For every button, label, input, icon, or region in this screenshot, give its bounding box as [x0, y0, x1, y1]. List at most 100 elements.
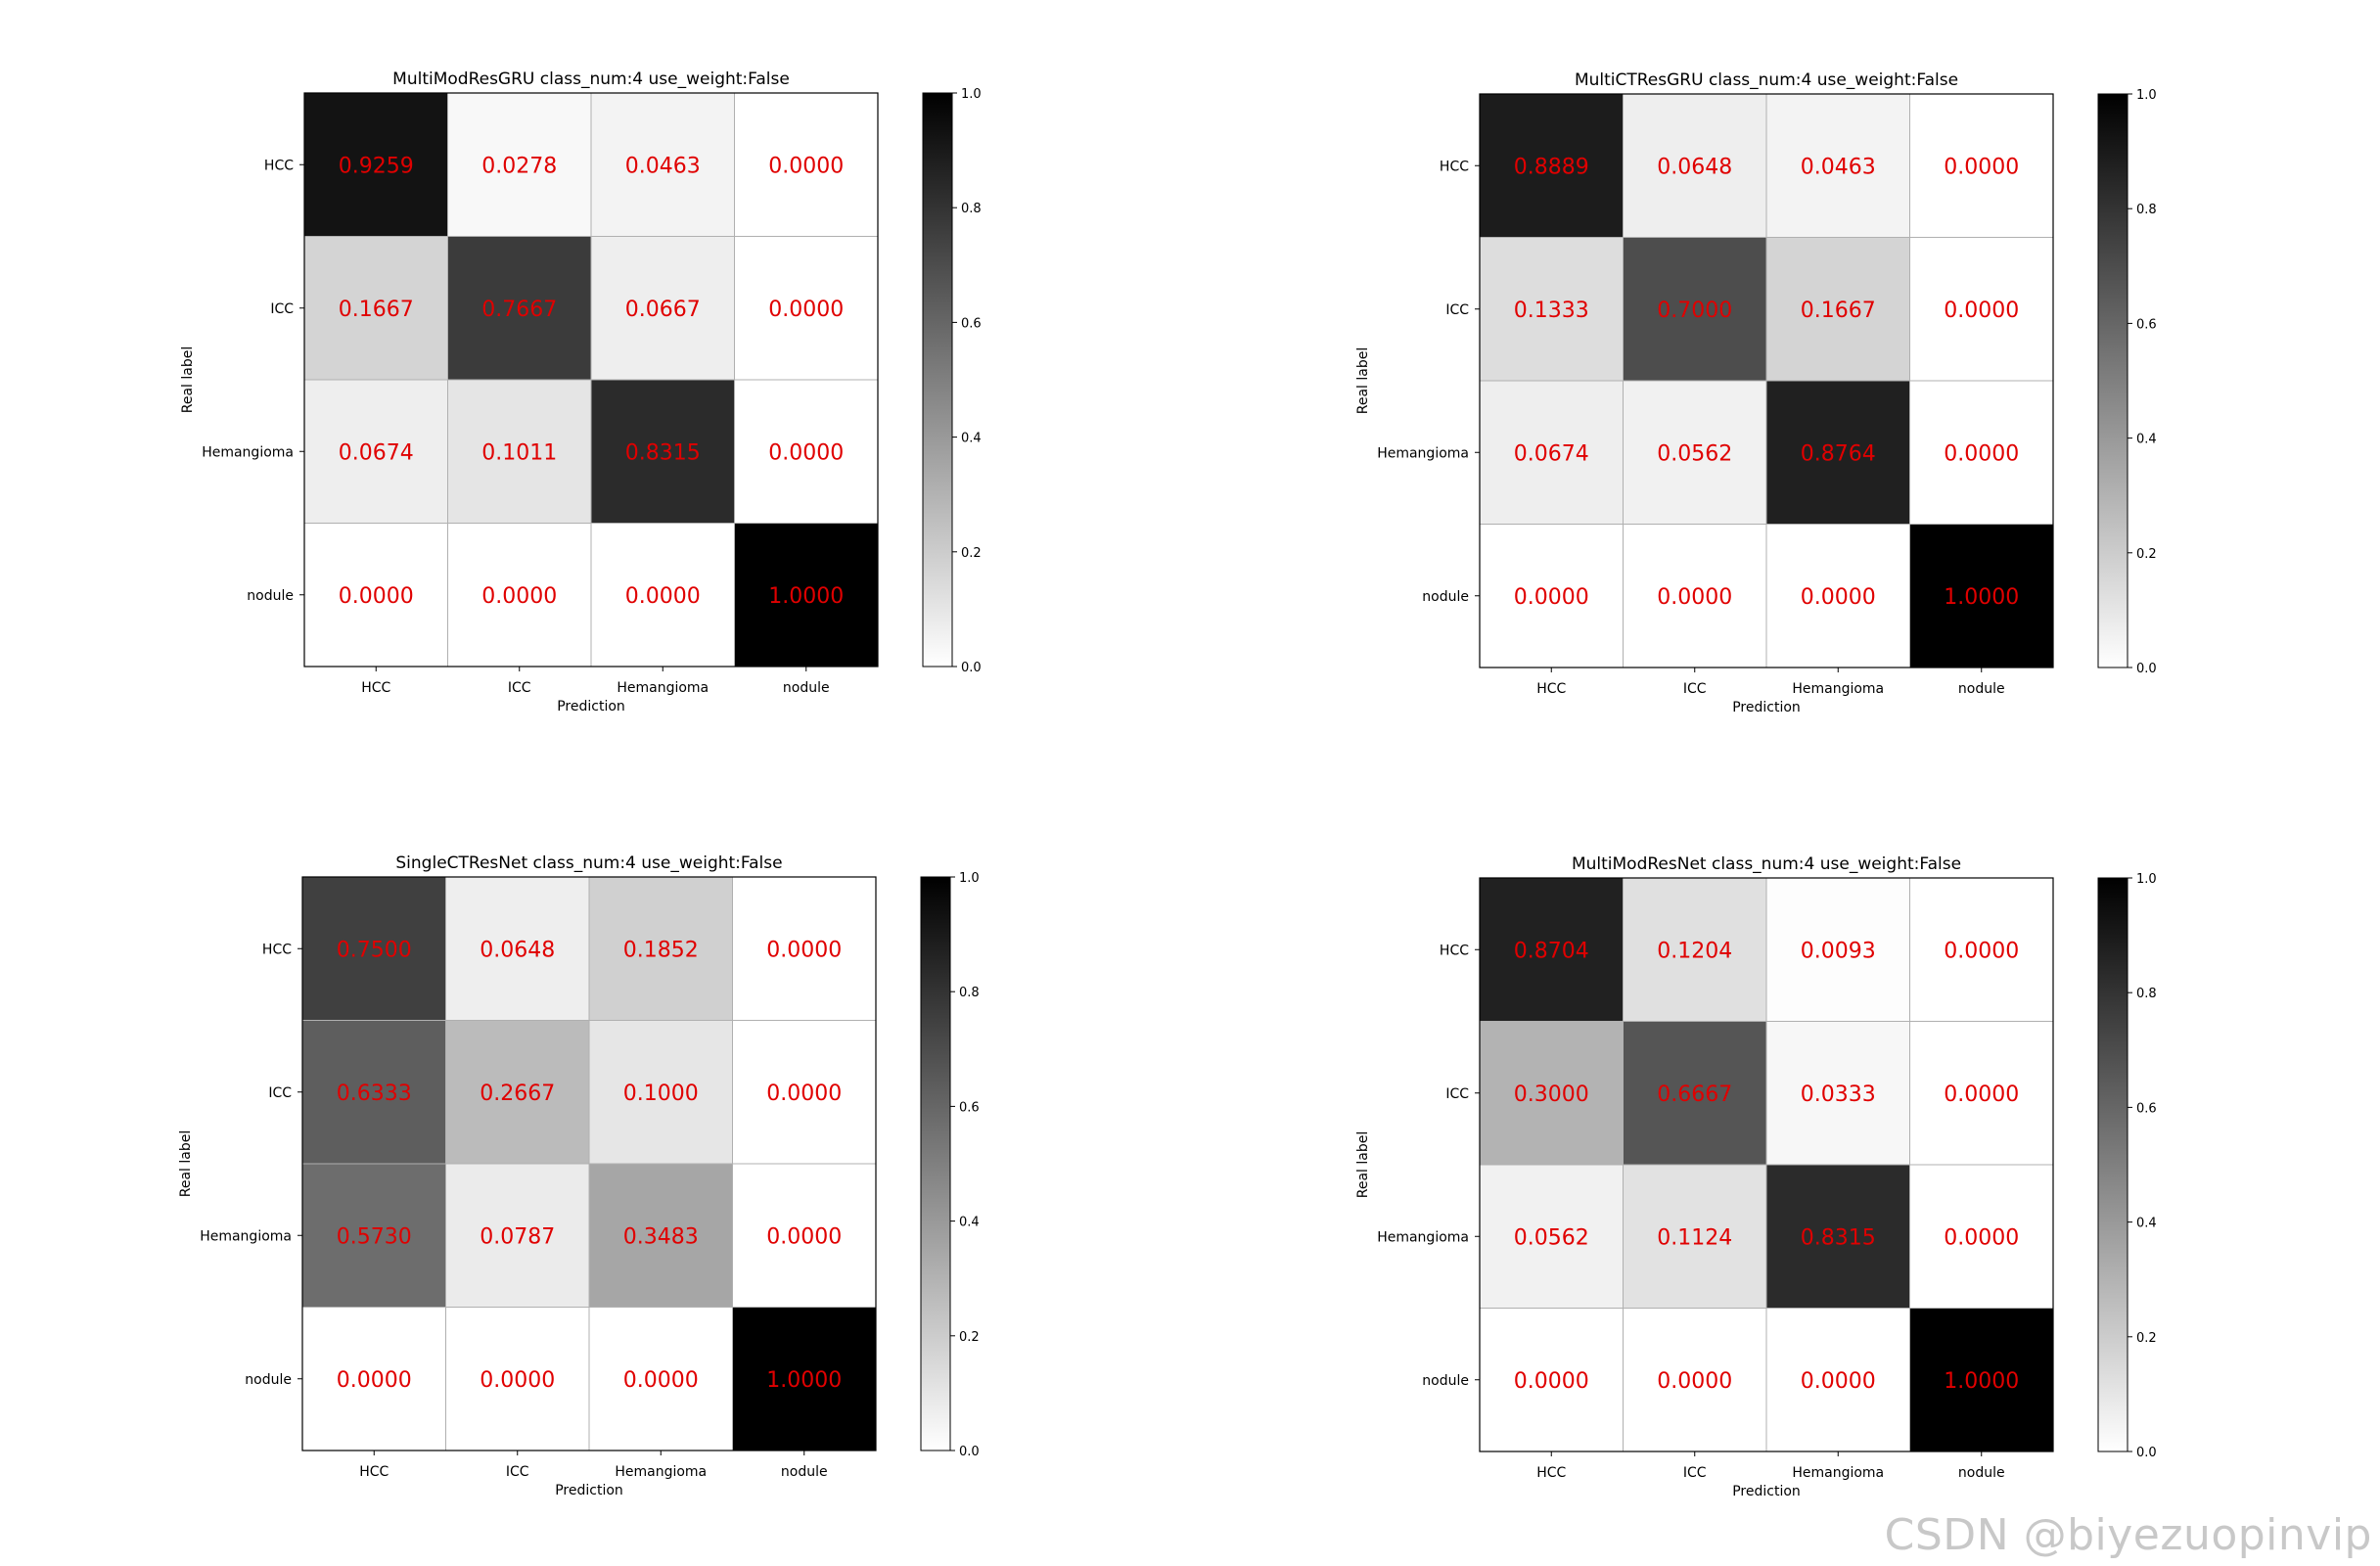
- cell-value-label: 0.0000: [480, 1368, 555, 1393]
- x-tick-label: nodule: [783, 680, 830, 696]
- x-tick-label: ICC: [508, 680, 531, 696]
- colorbar-tick-label: 0.4: [959, 1216, 980, 1230]
- heatmap-cell: [1623, 877, 1767, 1022]
- matrix-frame: [1479, 93, 2054, 668]
- x-tick-label: ICC: [1683, 1465, 1707, 1481]
- cell-value-label: 0.0000: [1944, 441, 2019, 466]
- cell-value-label: 0.8764: [1801, 441, 1876, 466]
- cell-value-label: 0.1333: [1514, 299, 1589, 323]
- cell-value-label: 0.0000: [481, 584, 557, 609]
- cell-value-label: 0.0463: [625, 154, 701, 178]
- heatmap-cell: [1765, 877, 1910, 1022]
- colorbar-tick-label: 0.8: [959, 986, 980, 1000]
- cell-value-label: 0.0000: [623, 1368, 699, 1393]
- heatmap-cell: [1909, 524, 2054, 668]
- cell-value-label: 0.8889: [1514, 155, 1589, 179]
- cell-value-label: 0.1011: [481, 440, 557, 465]
- panel-title: MultiModResNet class_num:4 use_weight:Fa…: [1572, 854, 1961, 874]
- colorbar-tick-label: 0.0: [2136, 662, 2157, 676]
- heatmap-cell: [1765, 1021, 1910, 1166]
- heatmap-cell: [1479, 877, 1624, 1022]
- colorbar: [2097, 877, 2128, 1452]
- cell-value-label: 0.1852: [623, 938, 699, 962]
- heatmap-cell: [734, 523, 879, 668]
- heatmap-cell: [590, 523, 735, 668]
- heatmap-cell: [1623, 93, 1767, 238]
- colorbar-tick-label: 0.0: [959, 1445, 980, 1459]
- colorbar-tick-label: 0.2: [2136, 1331, 2157, 1346]
- cell-value-label: 0.8704: [1514, 939, 1589, 963]
- y-tick-label: HCC: [262, 942, 292, 957]
- colorbar-tick-label: 0.2: [959, 1330, 980, 1345]
- cell-value-label: 0.0000: [766, 938, 842, 962]
- cell-value-label: 0.1667: [1801, 299, 1876, 323]
- heatmap-cell: [1479, 237, 1624, 382]
- heatmap-cell: [1623, 1164, 1767, 1309]
- y-tick-label: ICC: [1445, 302, 1469, 318]
- y-tick-label: nodule: [245, 1372, 292, 1388]
- colorbar-tick-label: 1.0: [2136, 88, 2157, 103]
- heatmap-cell: [1765, 237, 1910, 382]
- cell-value-label: 0.0648: [1657, 155, 1732, 179]
- heatmap-cell: [1479, 1021, 1624, 1166]
- cell-value-label: 0.8315: [625, 440, 701, 465]
- panel-title: MultiModResGRU class_num:4 use_weight:Fa…: [392, 69, 790, 89]
- x-tick-label: ICC: [1683, 681, 1707, 697]
- x-tick-label: nodule: [1958, 1465, 2005, 1481]
- cell-value-label: 0.0000: [1944, 155, 2019, 179]
- colorbar-tick-label: 0.8: [961, 202, 982, 216]
- heatmap-cell: [303, 236, 448, 381]
- heatmap-cell: [301, 1020, 446, 1165]
- panel-title: SingleCTResNet class_num:4 use_weight:Fa…: [395, 853, 782, 873]
- y-tick-label: HCC: [1440, 159, 1469, 174]
- cell-value-label: 0.0674: [339, 440, 414, 465]
- y-axis-label: Real label: [180, 346, 196, 414]
- heatmap-cell: [1909, 877, 2054, 1022]
- cell-value-label: 0.0667: [625, 298, 701, 322]
- colorbar-tick-label: 0.8: [2136, 203, 2157, 217]
- cell-value-label: 0.0000: [768, 298, 844, 322]
- colorbar-tick-label: 0.8: [2136, 987, 2157, 1001]
- cell-value-label: 0.1204: [1657, 939, 1732, 963]
- watermark: CSDN @biyezuopinvip: [1884, 1510, 2372, 1560]
- matrix-frame: [301, 876, 877, 1451]
- cell-value-label: 0.7500: [337, 938, 412, 962]
- cell-value-label: 0.0000: [1944, 1225, 2019, 1250]
- heatmap-cell: [447, 236, 592, 381]
- heatmap-cell: [1479, 1164, 1624, 1309]
- heatmap-cell: [447, 523, 592, 668]
- heatmap-cell: [1909, 1308, 2054, 1452]
- heatmap-cell: [1909, 1021, 2054, 1166]
- colorbar: [920, 876, 951, 1451]
- heatmap-cell: [303, 523, 448, 668]
- cell-value-label: 0.8315: [1801, 1225, 1876, 1250]
- heatmap-cell: [732, 1307, 877, 1451]
- x-tick-label: Hemangioma: [1792, 1465, 1884, 1481]
- confusion-matrix-panel: MultiCTResGRU class_num:4 use_weight:Fal…: [1355, 70, 2157, 715]
- cell-value-label: 0.0000: [625, 584, 701, 609]
- cell-value-label: 0.0000: [1801, 1369, 1876, 1394]
- cell-value-label: 1.0000: [1944, 585, 2019, 610]
- x-tick-label: HCC: [359, 1464, 389, 1480]
- cell-value-label: 0.7000: [1657, 299, 1732, 323]
- heatmap-cell: [1765, 524, 1910, 668]
- heatmap-cell: [588, 1163, 733, 1308]
- x-tick-label: Hemangioma: [1792, 681, 1884, 697]
- y-axis-label: Real label: [1355, 1131, 1371, 1199]
- matrix-frame: [1479, 877, 2054, 1452]
- cell-value-label: 0.0000: [1514, 1369, 1589, 1394]
- x-tick-label: HCC: [1536, 681, 1566, 697]
- cell-value-label: 0.1667: [339, 298, 414, 322]
- x-axis-label: Prediction: [1732, 700, 1801, 715]
- heatmap-cell: [445, 1020, 590, 1165]
- cell-value-label: 0.0000: [1944, 1082, 2019, 1107]
- heatmap-cell: [303, 92, 448, 237]
- cell-value-label: 0.1124: [1657, 1225, 1732, 1250]
- x-tick-label: Hemangioma: [615, 1464, 707, 1480]
- heatmap-cell: [447, 379, 592, 524]
- cell-value-label: 0.9259: [339, 154, 414, 178]
- cell-value-label: 1.0000: [766, 1368, 842, 1393]
- colorbar: [922, 92, 953, 668]
- cell-value-label: 0.0562: [1514, 1225, 1589, 1250]
